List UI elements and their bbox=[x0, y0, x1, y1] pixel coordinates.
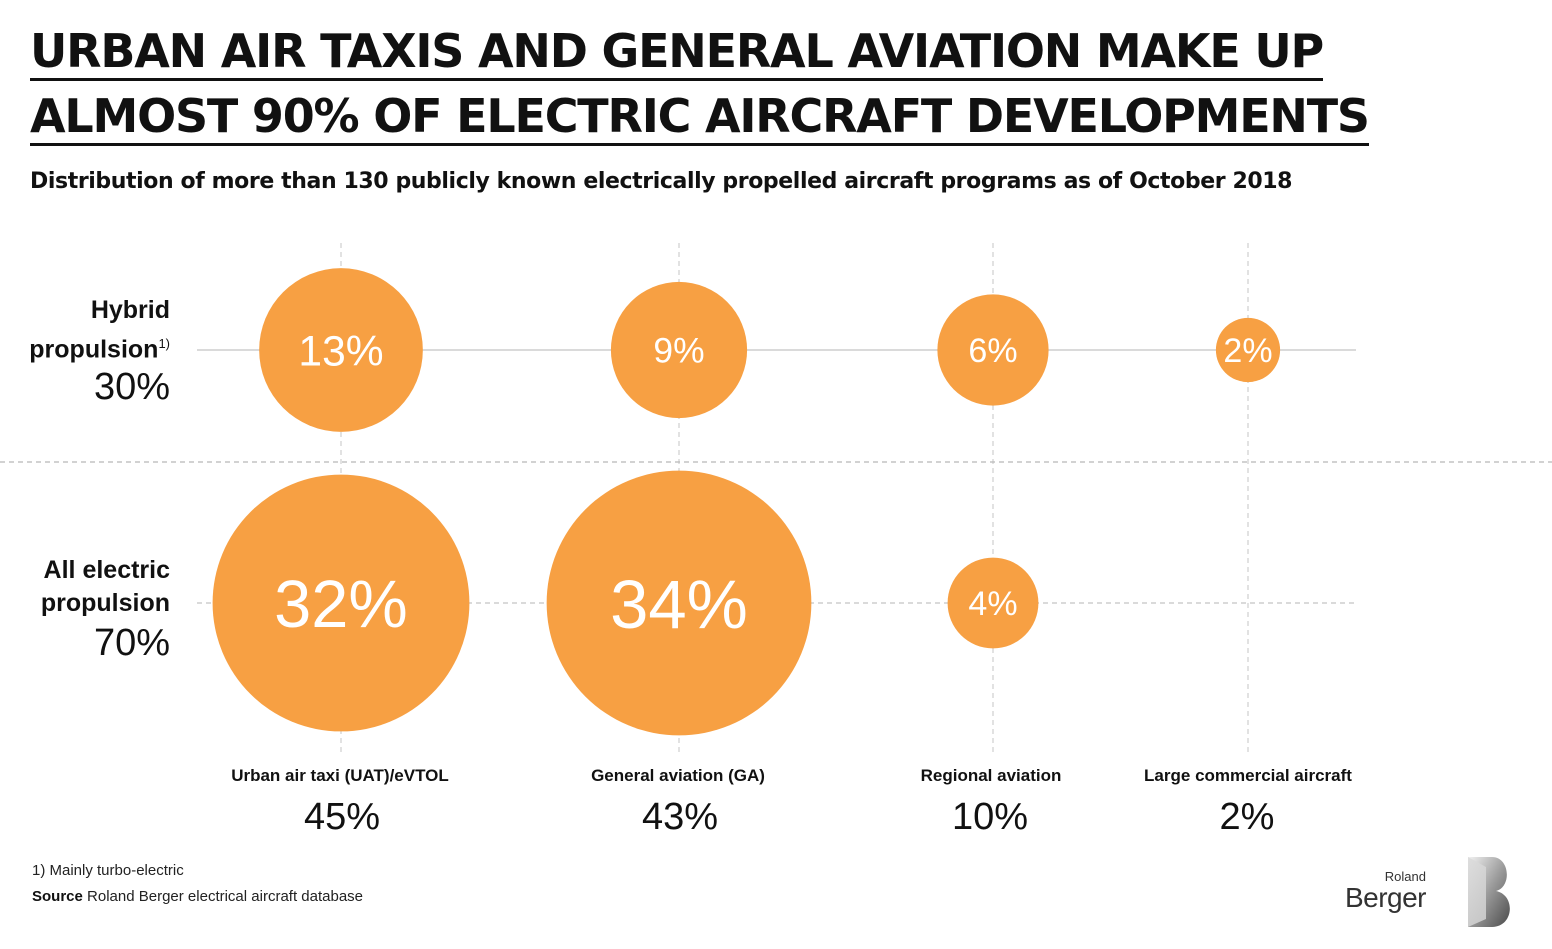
logo-b-mark-icon bbox=[1468, 857, 1510, 927]
footnote-marker: 1) bbox=[158, 336, 170, 351]
bubble-label-r1-c1: 34% bbox=[610, 566, 748, 643]
title-line-1: URBAN AIR TAXIS AND GENERAL AVIATION MAK… bbox=[30, 28, 1324, 81]
roland-berger-logo: Roland Berger bbox=[1345, 855, 1530, 930]
column-total-ga: 43% bbox=[641, 796, 719, 838]
column-total-uat: 45% bbox=[303, 796, 381, 838]
column-total-large-commercial: 2% bbox=[1219, 796, 1275, 838]
column-label-ga: General aviation (GA) bbox=[591, 766, 765, 785]
logo-text-berger: Berger bbox=[1344, 882, 1427, 913]
chart-subtitle: Distribution of more than 130 publicly k… bbox=[30, 169, 1293, 194]
source-label: Source bbox=[32, 888, 83, 905]
bubble-label-r0-c3: 2% bbox=[1223, 332, 1272, 370]
bubble-r1-c1 bbox=[546, 470, 812, 736]
bubble-r1-c0 bbox=[212, 474, 470, 732]
row-total-all-electric: 70% bbox=[93, 622, 170, 664]
column-label-regional: Regional aviation bbox=[920, 766, 1062, 785]
bubble-label-r0-c2: 6% bbox=[968, 332, 1017, 370]
footnote: 1) Mainly turbo-electric bbox=[32, 862, 184, 879]
row-label-hybrid: Hybrid propulsion1) bbox=[29, 296, 170, 364]
column-label-uat: Urban air taxi (UAT)/eVTOL bbox=[231, 766, 449, 785]
source-note: Source Roland Berger electrical aircraft… bbox=[32, 888, 363, 905]
row-label-all-electric: All electric propulsion bbox=[40, 556, 170, 617]
bubble-r0-c0 bbox=[259, 268, 423, 432]
bubble-r0-c2 bbox=[937, 294, 1049, 406]
bubble-r0-c1 bbox=[610, 281, 748, 419]
column-label-large-commercial: Large commercial aircraft bbox=[1144, 766, 1352, 785]
bubble-label-r1-c0: 32% bbox=[274, 568, 408, 642]
column-total-regional: 10% bbox=[951, 796, 1029, 838]
bubble-label-r0-c0: 13% bbox=[298, 327, 383, 375]
bubble-r1-c2 bbox=[947, 557, 1039, 649]
title-line-2: ALMOST 90% OF ELECTRIC AIRCRAFT DEVELOPM… bbox=[30, 93, 1370, 146]
row-total-hybrid: 30% bbox=[93, 366, 170, 408]
bubble-label-r0-c1: 9% bbox=[653, 331, 704, 371]
source-text: Roland Berger electrical aircraft databa… bbox=[87, 888, 364, 905]
logo-text-roland: Roland bbox=[1384, 869, 1426, 884]
bubble-r0-c3 bbox=[1215, 317, 1281, 383]
bubble-label-r1-c2: 4% bbox=[968, 585, 1017, 623]
